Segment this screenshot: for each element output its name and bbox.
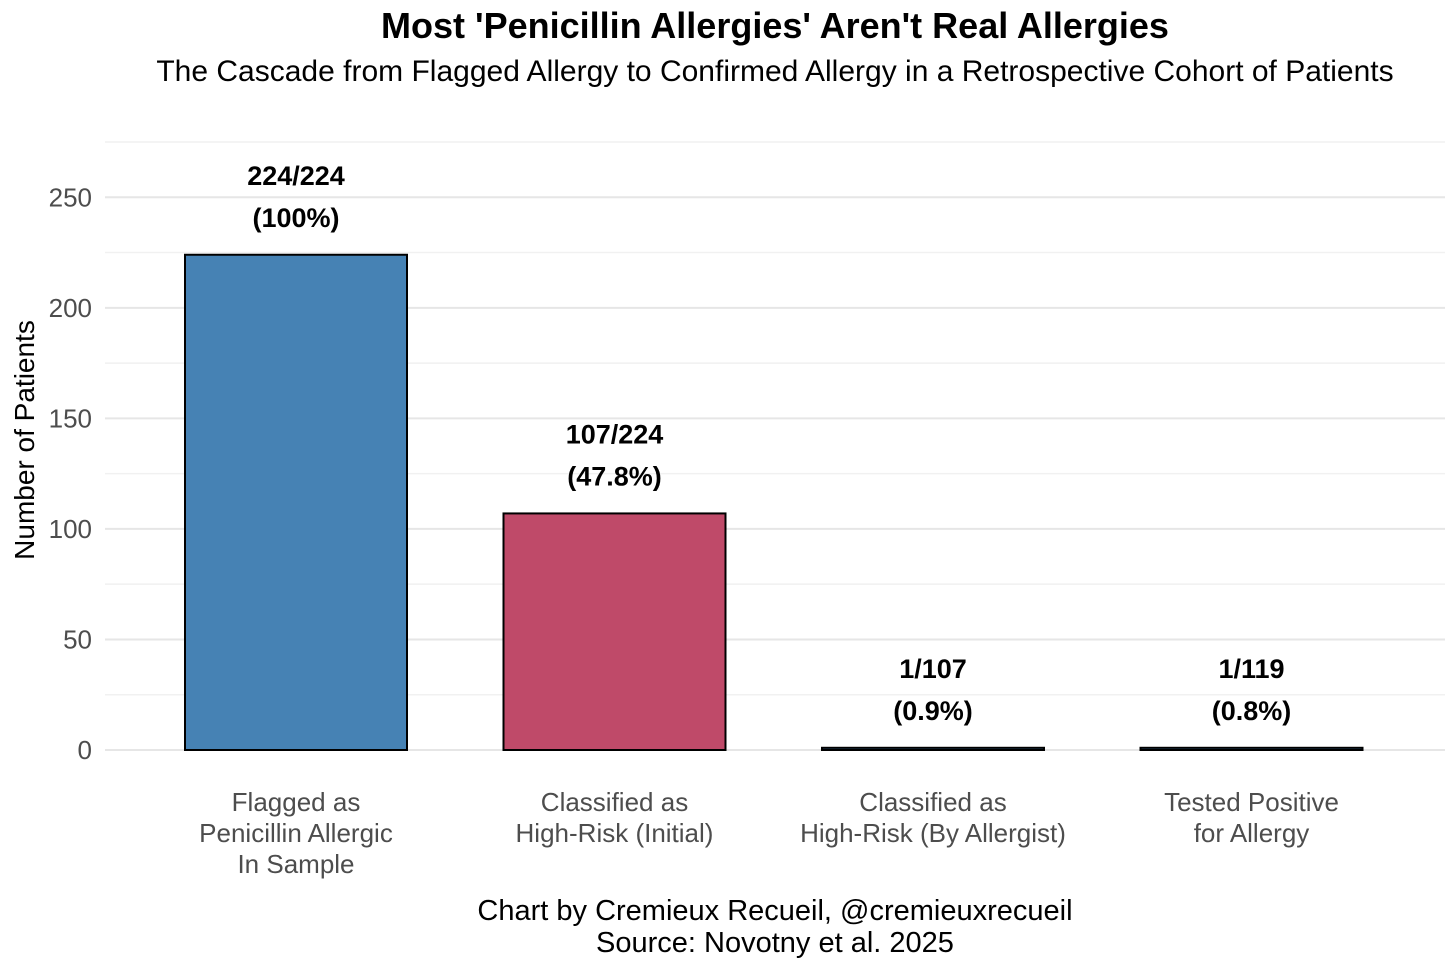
- data-label-percent: (0.9%): [893, 696, 973, 726]
- x-tick-label: for Allergy: [1194, 818, 1310, 848]
- data-label-percent: (47.8%): [567, 461, 662, 491]
- data-label-fraction: 224/224: [247, 161, 345, 191]
- chart-title: Most 'Penicillin Allergies' Aren't Real …: [381, 5, 1169, 46]
- data-label-fraction: 1/107: [899, 654, 967, 684]
- x-tick-label: Tested Positive: [1164, 787, 1339, 817]
- y-tick-label: 250: [49, 182, 92, 212]
- y-tick-label: 50: [63, 624, 92, 654]
- y-tick-label: 100: [49, 514, 92, 544]
- bars: [184, 253, 1364, 752]
- data-label-percent: (0.8%): [1212, 696, 1292, 726]
- caption-source: Source: Novotny et al. 2025: [596, 927, 954, 959]
- chart-subtitle: The Cascade from Flagged Allergy to Conf…: [156, 55, 1393, 88]
- x-tick-label: Flagged as: [232, 787, 361, 817]
- y-axis-label: Number of Patients: [9, 320, 40, 560]
- y-tick-label: 0: [78, 735, 92, 765]
- x-tick-label: High-Risk (By Allergist): [800, 818, 1066, 848]
- x-tick-label: Classified as: [541, 787, 688, 817]
- bar: [184, 253, 408, 751]
- y-tick-label: 200: [49, 293, 92, 323]
- data-label-fraction: 107/224: [566, 419, 664, 449]
- data-labels: 224/224 (100%) 107/224 (47.8%) 1/107 (0.9%) 1/…: [247, 161, 1291, 726]
- x-tick-label: High-Risk (Initial): [516, 818, 714, 848]
- data-label-percent: (100%): [252, 203, 339, 233]
- data-label-fraction: 1/119: [1218, 654, 1284, 684]
- x-tick-label: Classified as: [859, 787, 1006, 817]
- bar: [502, 512, 727, 752]
- x-tick-label: In Sample: [237, 849, 354, 879]
- x-tick-label: Penicillin Allergic: [199, 818, 393, 848]
- bar: [1139, 746, 1364, 751]
- bar: [821, 746, 1045, 751]
- y-tick-label: 150: [49, 403, 92, 433]
- caption-author: Chart by Cremieux Recueil, @cremieuxrecu…: [477, 895, 1072, 927]
